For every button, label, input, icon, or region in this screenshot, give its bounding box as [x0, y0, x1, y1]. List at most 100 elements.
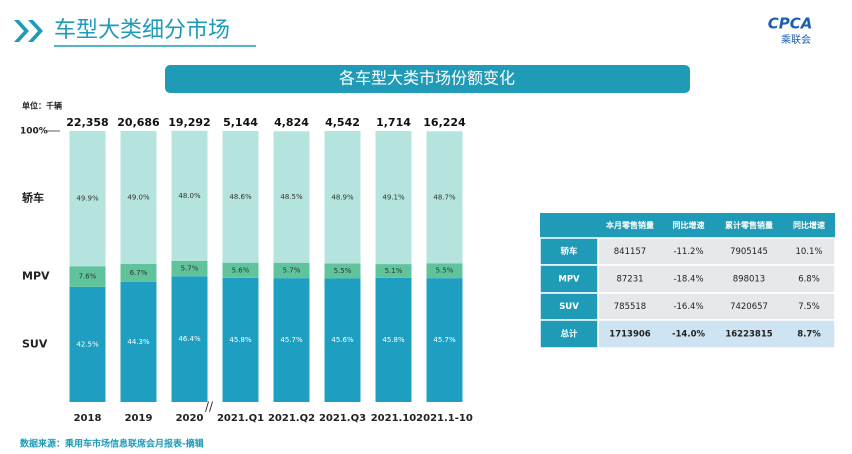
bar-segment	[426, 263, 463, 279]
data-label: 49.9%	[76, 195, 99, 203]
data-label: 5.5%	[436, 267, 454, 275]
table-header: 同比增速	[793, 220, 825, 230]
axis-break: //	[205, 400, 214, 414]
table-header: 同比增速	[673, 220, 705, 230]
unit-label: 单位：千辆	[22, 101, 62, 111]
data-label: 48.5%	[280, 193, 303, 201]
bar-segment	[222, 131, 259, 263]
total-label: 20,686	[117, 116, 160, 129]
data-label: 45.8%	[229, 336, 252, 344]
table-cell: 7905145	[730, 247, 768, 257]
table-header-bg	[540, 213, 835, 238]
bar-segment	[120, 263, 157, 282]
chart-title: 各车型大类市场份额变化	[339, 69, 515, 88]
total-label: 5,144	[223, 116, 258, 129]
x-tick-label: 2020	[176, 413, 204, 424]
page-title: 车型大类细分市场	[54, 18, 230, 43]
data-label: 45.8%	[382, 336, 405, 344]
x-tick-label: 2021.Q3	[319, 413, 366, 424]
bar-segment	[171, 130, 208, 261]
bar-segment	[273, 262, 310, 279]
bar-segment	[222, 262, 259, 278]
banner	[165, 65, 690, 93]
bar-segment	[273, 278, 310, 402]
table-row-label: 总计	[560, 329, 578, 340]
table-rowhead-bg	[539, 319, 599, 349]
bar-segment	[324, 263, 361, 279]
table-header: 累计零售销量	[725, 220, 773, 230]
table-cell: 841157	[614, 247, 646, 257]
logo-subtitle: 乘联会	[781, 33, 811, 46]
bar-segment	[222, 277, 259, 402]
x-tick-label: 2018	[74, 413, 102, 424]
data-label: 45.6%	[331, 336, 354, 344]
table-rowhead-bg	[539, 292, 599, 321]
data-label: 5.5%	[334, 267, 352, 275]
table-cell: -14.0%	[672, 330, 705, 340]
bar-segment	[375, 264, 412, 278]
table-row-label: SUV	[559, 302, 579, 312]
table-row-label: 轿车	[560, 246, 578, 257]
table-cell: -11.2%	[673, 247, 703, 257]
table-cell: -18.4%	[673, 275, 703, 285]
total-label: 4,542	[325, 116, 360, 129]
chevron-icon	[14, 20, 43, 42]
data-label: 6.7%	[130, 269, 148, 277]
bar-segment	[375, 277, 412, 402]
data-label: 48.7%	[433, 193, 456, 201]
table-cell: 898013	[733, 275, 765, 285]
data-label: 5.7%	[181, 265, 199, 273]
series-label: 轿车	[22, 191, 44, 205]
table-rowhead-bg	[539, 264, 599, 294]
x-tick-label: 2021.10	[371, 413, 417, 424]
data-label: 45.7%	[433, 336, 456, 344]
bar-segment	[171, 276, 208, 402]
bar-segment	[273, 131, 310, 263]
table-cell: 6.8%	[798, 275, 820, 285]
data-label: 42.5%	[76, 340, 99, 348]
table-cell: 8.7%	[797, 330, 821, 340]
table-cell: 7.5%	[798, 302, 820, 312]
data-label: 48.6%	[229, 193, 252, 201]
total-label: 4,824	[274, 116, 309, 129]
source-note: 数据来源：乘用车市场信息联席会月报表-摘辑	[20, 438, 204, 450]
data-label: 7.6%	[79, 273, 97, 281]
total-label: 16,224	[423, 116, 466, 129]
data-label: 44.3%	[127, 338, 150, 346]
table-cell: 87231	[616, 275, 643, 285]
bar-segment	[324, 131, 361, 264]
total-label: 22,358	[66, 116, 108, 129]
total-label: 1,714	[376, 116, 411, 129]
y-tick-label: 100%	[20, 127, 48, 137]
table-rowhead-bg	[539, 237, 599, 266]
data-label: 48.9%	[331, 193, 354, 201]
bar-segment	[120, 131, 157, 264]
data-label: 48.0%	[178, 192, 201, 200]
table-cell: 7420657	[730, 302, 768, 312]
data-label: 5.1%	[385, 267, 403, 275]
series-label: SUV	[22, 337, 48, 350]
x-tick-label: 2021.1-10	[416, 413, 473, 424]
table-cell: -16.4%	[673, 302, 703, 312]
table-cell: 785518	[614, 302, 646, 312]
bar-segment	[120, 281, 157, 402]
bar-segment	[324, 278, 361, 402]
table-header: 本月零售销量	[605, 220, 654, 230]
table-cell: 1713906	[609, 330, 650, 340]
x-tick-label: 2019	[125, 413, 153, 424]
data-label: 45.7%	[280, 336, 303, 344]
data-label: 5.7%	[283, 266, 301, 274]
bar-segment	[426, 278, 463, 402]
table-row-label: MPV	[558, 275, 580, 285]
bar-segment	[426, 131, 463, 264]
logo: CPCA	[768, 15, 813, 33]
data-label: 49.1%	[382, 194, 405, 202]
table-cell: 16223815	[725, 330, 772, 340]
bar-segment	[69, 286, 106, 402]
bar-segment	[69, 131, 106, 267]
x-tick-label: 2021.Q2	[268, 413, 315, 424]
data-label: 49.0%	[127, 193, 150, 201]
bar-segment	[69, 266, 106, 287]
total-label: 19,292	[168, 116, 210, 129]
